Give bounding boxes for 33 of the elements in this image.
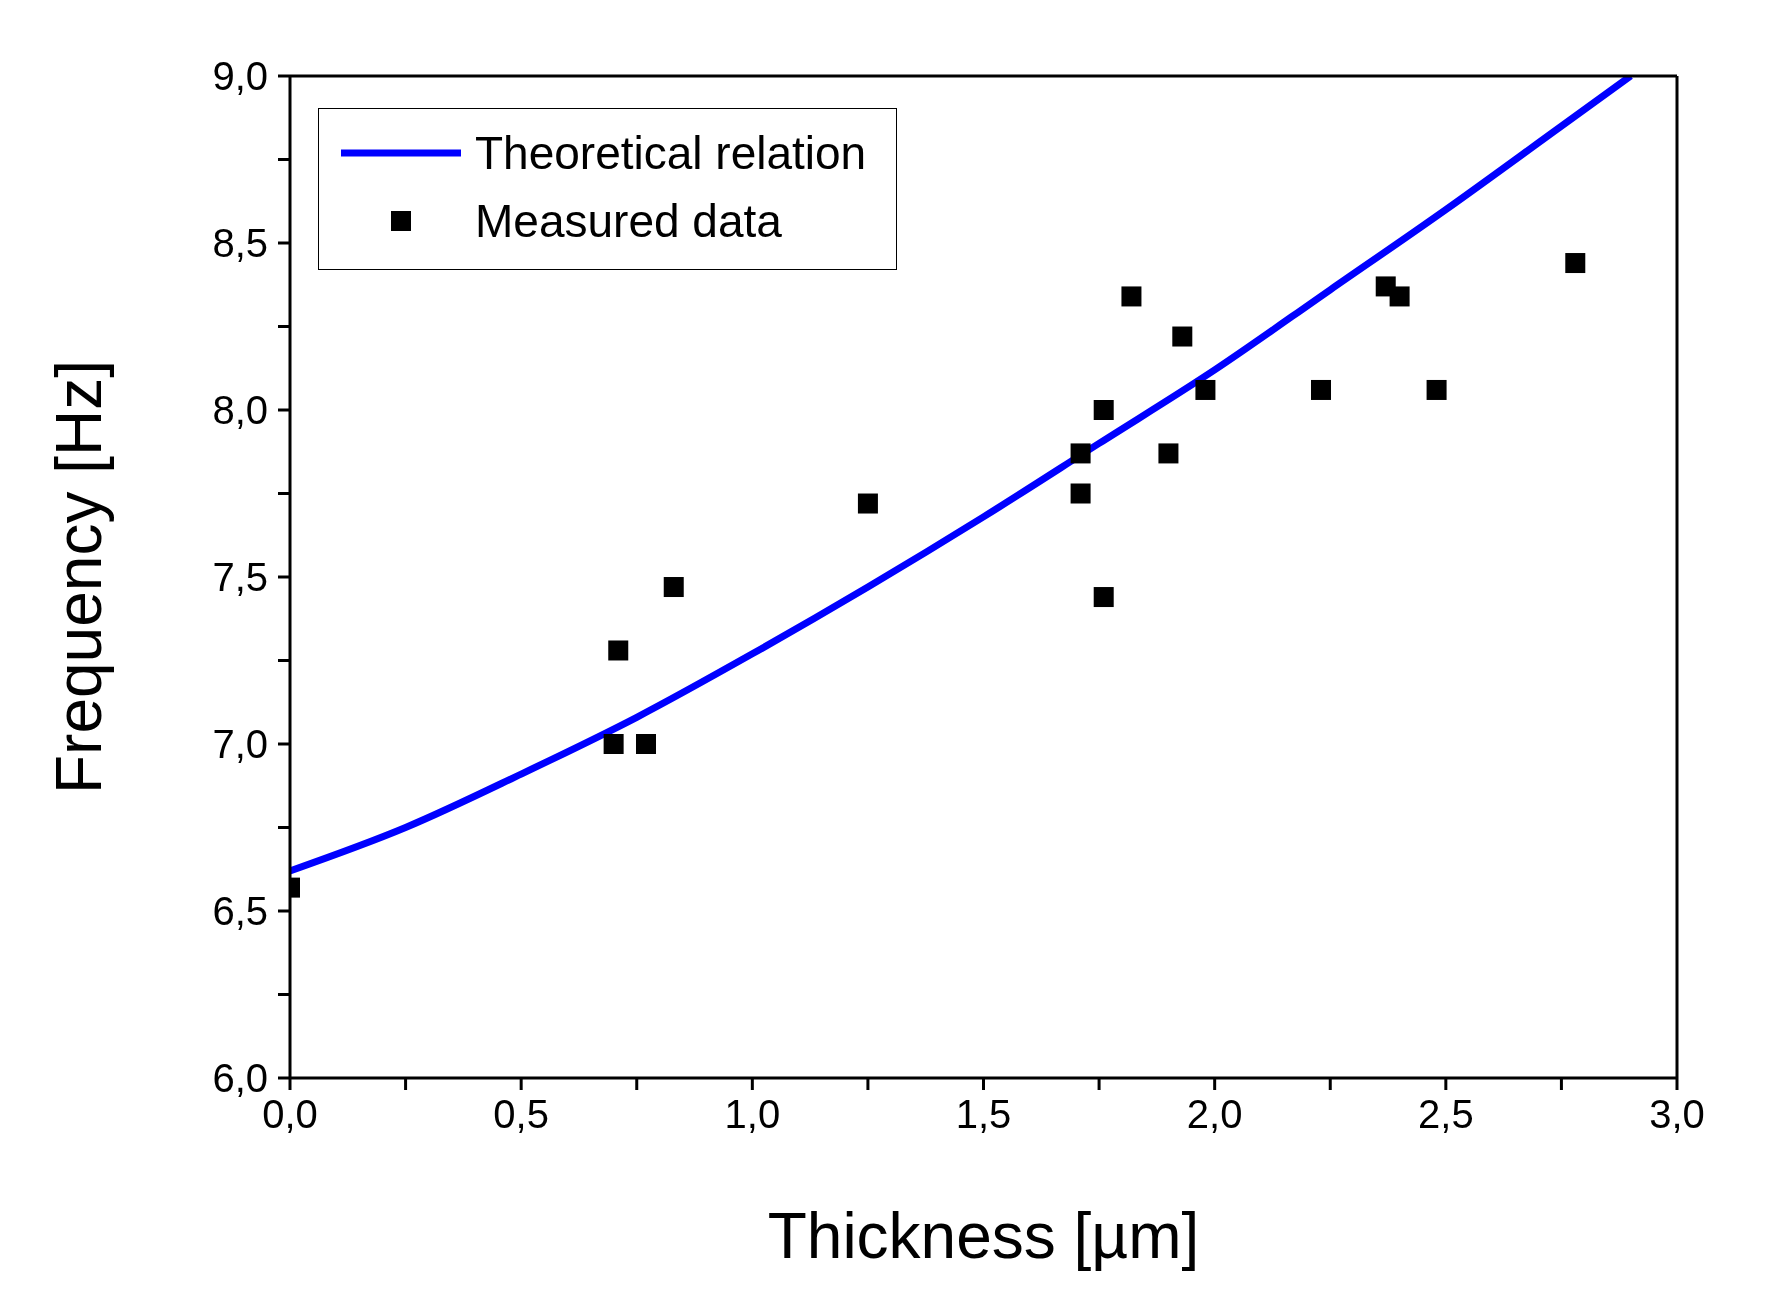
point bbox=[1093, 400, 1114, 420]
y-tick-label: 9,0 bbox=[212, 54, 268, 99]
x-tick-label: 1,0 bbox=[724, 1092, 781, 1137]
point bbox=[1426, 379, 1447, 400]
point bbox=[1070, 483, 1091, 504]
point bbox=[1389, 286, 1410, 307]
legend-label: Measured data bbox=[475, 194, 782, 248]
x-tick-label: 1,5 bbox=[955, 1092, 1012, 1137]
point bbox=[608, 640, 629, 661]
point bbox=[857, 493, 878, 514]
legend-label: Theoretical relation bbox=[475, 126, 867, 180]
y-axis-title: Frequency [Hz] bbox=[42, 360, 115, 794]
y-tick-label: 8,5 bbox=[212, 221, 268, 266]
point bbox=[636, 734, 656, 754]
y-tick-label: 6,5 bbox=[212, 889, 268, 934]
y-tick-label: 7,0 bbox=[212, 722, 268, 767]
x-tick-label: 3,0 bbox=[1649, 1092, 1705, 1137]
y-tick-label: 7,5 bbox=[212, 555, 268, 600]
x-tick-label: 2,5 bbox=[1418, 1092, 1474, 1137]
x-axis-title: Thickness [µm] bbox=[767, 1200, 1200, 1272]
point bbox=[603, 734, 624, 754]
point bbox=[1158, 443, 1179, 464]
point bbox=[663, 577, 684, 598]
point bbox=[1311, 379, 1331, 400]
point bbox=[1121, 286, 1142, 307]
point bbox=[1565, 253, 1586, 274]
x-tick-label: 0,5 bbox=[493, 1092, 549, 1137]
point bbox=[1093, 587, 1114, 608]
x-tick-label: 2,0 bbox=[1186, 1092, 1243, 1137]
point bbox=[1195, 379, 1216, 400]
point bbox=[1070, 443, 1091, 464]
point bbox=[1172, 326, 1193, 347]
y-tick-label: 8,0 bbox=[212, 388, 268, 433]
